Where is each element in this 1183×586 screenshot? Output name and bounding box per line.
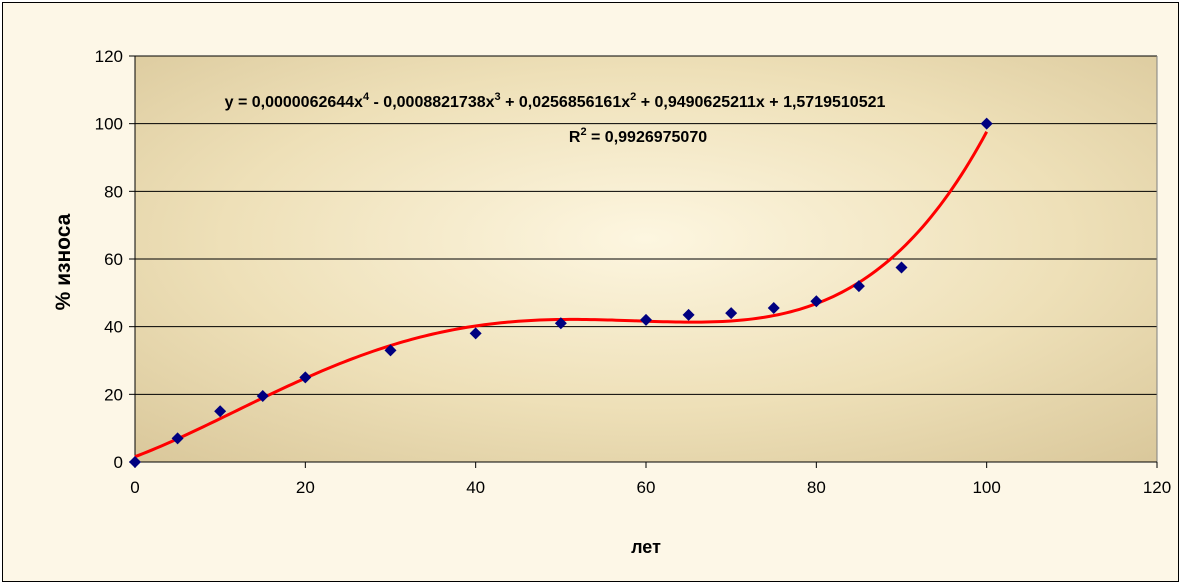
y-tick-label-120: 120 [95,47,123,66]
data-point [256,390,269,403]
data-point [852,280,865,293]
y-tick-label-0: 0 [114,453,123,472]
x-tick-label-120: 120 [1143,478,1171,497]
y-tick-labels: 0 20 40 60 80 100 120 [95,47,123,472]
data-point [299,371,312,384]
y-tick-label-80: 80 [104,182,123,201]
y-tick-label-20: 20 [104,385,123,404]
gridlines [135,55,1158,462]
data-point [980,117,993,130]
y-tick-label-100: 100 [95,115,123,134]
data-point [129,456,141,468]
data-point [682,308,695,321]
x-tick-label-80: 80 [807,478,826,497]
r-squared-label: R2 = 0,9926975070 [569,126,707,146]
x-tick-label-0: 0 [130,478,139,497]
axes [129,55,1158,468]
y-tick-label-40: 40 [104,318,123,337]
data-point [469,327,482,340]
y-axis-title: % износа [52,213,75,310]
data-point [640,313,652,326]
x-tick-label-40: 40 [466,478,485,497]
x-axis-title: лет [631,537,661,557]
data-point [725,307,738,320]
x-tick-labels: 0 20 40 60 80 100 120 [130,478,1171,497]
trendline-equation: y = 0,0000062644x4 - 0,0008821738x3 + 0,… [225,91,886,111]
data-point [767,302,780,315]
data-point [554,317,567,330]
y-tick-label-60: 60 [104,250,123,269]
data-point [810,295,823,308]
data-points [129,117,993,468]
x-tick-label-60: 60 [637,478,656,497]
data-point [171,432,184,445]
x-tick-label-100: 100 [972,478,1000,497]
x-tick-label-20: 20 [296,478,315,497]
data-point [384,344,397,357]
data-point [895,261,908,274]
data-point [214,405,227,418]
